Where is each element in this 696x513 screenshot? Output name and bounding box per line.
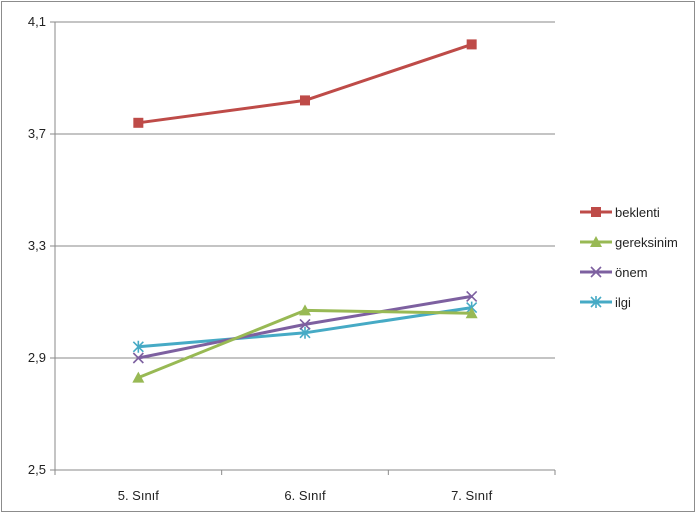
x-tick-label: 5. Sınıf — [118, 488, 160, 503]
data-point — [465, 307, 478, 319]
legend-marker — [591, 207, 601, 217]
data-point — [300, 95, 310, 106]
data-point — [299, 318, 311, 330]
legend-marker — [590, 266, 602, 278]
y-axis-ticks: 2,5 2,9 3,3 3,7 4,1 — [28, 14, 46, 477]
y-tick-label: 3,3 — [28, 238, 46, 253]
legend-item-beklenti: beklenti — [580, 205, 660, 220]
legend-item-gereksinim: gereksinim — [580, 235, 678, 250]
legend-marker — [590, 236, 602, 247]
axes — [54, 22, 555, 471]
data-point — [466, 290, 478, 302]
legend-label: beklenti — [615, 205, 660, 220]
data-point — [132, 340, 144, 353]
legend-item-ilgi: ilgi — [580, 295, 631, 310]
data-point — [466, 39, 477, 50]
legend: beklenti gereksinim önem ilgi — [580, 205, 678, 310]
x-axis-ticks: 5. Sınıf 6. Sınıf 7. Sınıf — [54, 470, 556, 503]
data-point — [299, 326, 311, 339]
legend-item-önem: önem — [580, 265, 648, 280]
data-point — [132, 371, 145, 383]
series-gereksinim — [132, 304, 478, 383]
legend-label: ilgi — [615, 295, 631, 310]
gridlines — [50, 21, 555, 471]
y-tick-label: 4,1 — [28, 14, 46, 29]
x-tick-label: 7. Sınıf — [451, 488, 493, 503]
series-önem — [132, 290, 478, 364]
legend-label: gereksinim — [615, 235, 678, 250]
legend-marker — [590, 296, 602, 308]
data-point — [132, 352, 144, 364]
series-group — [132, 39, 478, 383]
y-tick-label: 3,7 — [28, 126, 46, 141]
series-beklenti — [133, 39, 477, 128]
y-tick-label: 2,9 — [28, 350, 46, 365]
x-tick-label: 6. Sınıf — [284, 488, 326, 503]
legend-label: önem — [615, 265, 648, 280]
data-point — [299, 304, 311, 316]
series-line — [138, 42, 473, 125]
y-tick-label: 2,5 — [28, 462, 46, 477]
data-point — [133, 117, 144, 128]
